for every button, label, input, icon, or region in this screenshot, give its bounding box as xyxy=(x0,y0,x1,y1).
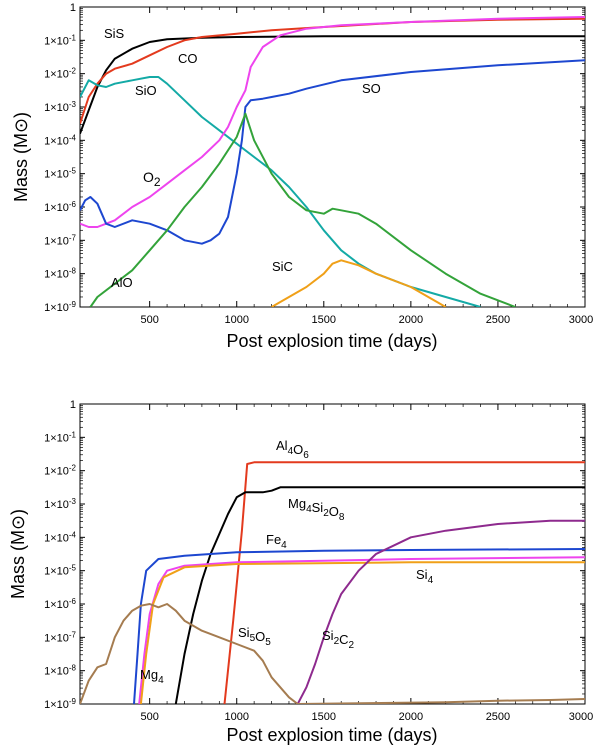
bottom-label-si4: Si4 xyxy=(416,567,434,586)
x-tick-label: 1000 xyxy=(224,711,248,723)
series-line-sic xyxy=(271,259,447,307)
bottom-label-mg4si2o8: Mg4Si2O8 xyxy=(288,496,345,523)
top-label-o2: O2 xyxy=(143,169,161,189)
series-line-fe4 xyxy=(133,548,585,704)
series-line-al4o6 xyxy=(223,461,585,704)
y-tick-label: 1×10-9 xyxy=(44,300,76,314)
y-tick-label: 1×10-2 xyxy=(44,464,76,478)
top-label-sic: SiC xyxy=(272,259,293,274)
x-tick-label: 2500 xyxy=(486,314,510,326)
bottom-label-mg4: Mg4 xyxy=(140,667,164,686)
top-label-sis: SiS xyxy=(104,26,125,41)
y-tick-label: 1×10-3 xyxy=(44,497,76,511)
x-tick-label: 2000 xyxy=(399,314,423,326)
top-label-so: SO xyxy=(362,81,381,96)
y-tick-label: 1 xyxy=(70,2,76,14)
series-line-sio xyxy=(80,76,481,307)
x-tick-label: 500 xyxy=(140,314,158,326)
series-line-mg4-magenta- xyxy=(138,556,585,704)
y-tick-label: 1×10-1 xyxy=(44,430,76,444)
x-tick-label: 2000 xyxy=(399,711,423,723)
y-tick-label: 1×10-1 xyxy=(44,33,76,47)
top-x-axis-title: Post explosion time (days) xyxy=(226,331,437,351)
x-tick-label: 3000 xyxy=(569,711,593,723)
bottom-label-si5o5: Si5O5 xyxy=(238,625,271,648)
series-line-sis xyxy=(80,35,585,135)
bottom-plot-frame xyxy=(79,403,586,705)
y-tick-label: 1×10-5 xyxy=(44,167,76,181)
series-line-si4 xyxy=(139,561,585,704)
x-tick-label: 500 xyxy=(140,711,158,723)
y-tick-label: 1×10-9 xyxy=(44,697,76,711)
y-tick-label: 1×10-7 xyxy=(44,233,76,247)
y-tick-label: 1×10-4 xyxy=(44,530,76,544)
x-tick-label: 3000 xyxy=(569,314,593,326)
x-tick-label: 2500 xyxy=(486,711,510,723)
bottom-x-axis-title: Post explosion time (days) xyxy=(226,725,437,745)
y-tick-label: 1×10-5 xyxy=(44,564,76,578)
x-tick-label: 1500 xyxy=(312,711,336,723)
bottom-panel: 1 1×10-1 1×10-2 1×10-3 1×10-4 1×10-5 1×10-6 1×1… xyxy=(8,399,593,745)
top-label-alo: AlO xyxy=(111,275,133,290)
y-tick-label: 1×10-2 xyxy=(44,67,76,81)
y-tick-label: 1×10-6 xyxy=(44,597,76,611)
y-tick-label: 1×10-4 xyxy=(44,133,76,147)
x-tick-label: 1500 xyxy=(312,314,336,326)
series-line-co xyxy=(80,17,585,125)
y-tick-label: 1×10-8 xyxy=(44,267,76,281)
top-y-axis-title: Mass (M⊙) xyxy=(11,112,31,202)
bottom-label-fe4: Fe4 xyxy=(266,532,287,551)
top-panel: 1 1×10-1 1×10-2 1×10-3 1×10-4 1×10-5 1×10-6 1×1… xyxy=(11,2,593,351)
y-tick-label: 1 xyxy=(70,399,76,411)
y-tick-label: 1×10-6 xyxy=(44,200,76,214)
series-line-si5o5 xyxy=(80,603,585,704)
series-line-o2 xyxy=(80,16,585,228)
y-tick-label: 1×10-3 xyxy=(44,100,76,114)
bottom-label-si2c2: Si2C2 xyxy=(322,628,355,651)
y-tick-label: 1×10-7 xyxy=(44,630,76,644)
top-plot-frame xyxy=(79,6,586,308)
series-line-si2c2 xyxy=(296,519,585,704)
bottom-label-al4o6: Al4O6 xyxy=(276,438,309,461)
series-line-so xyxy=(80,59,585,245)
top-label-co: CO xyxy=(178,51,198,66)
top-label-sio: SiO xyxy=(135,83,157,98)
bottom-y-axis-title: Mass (M⊙) xyxy=(8,509,28,599)
series-line-mg4si2o8 xyxy=(174,486,585,704)
x-tick-label: 1000 xyxy=(224,314,248,326)
y-tick-label: 1×10-8 xyxy=(44,664,76,678)
series-line-alo xyxy=(89,112,516,307)
